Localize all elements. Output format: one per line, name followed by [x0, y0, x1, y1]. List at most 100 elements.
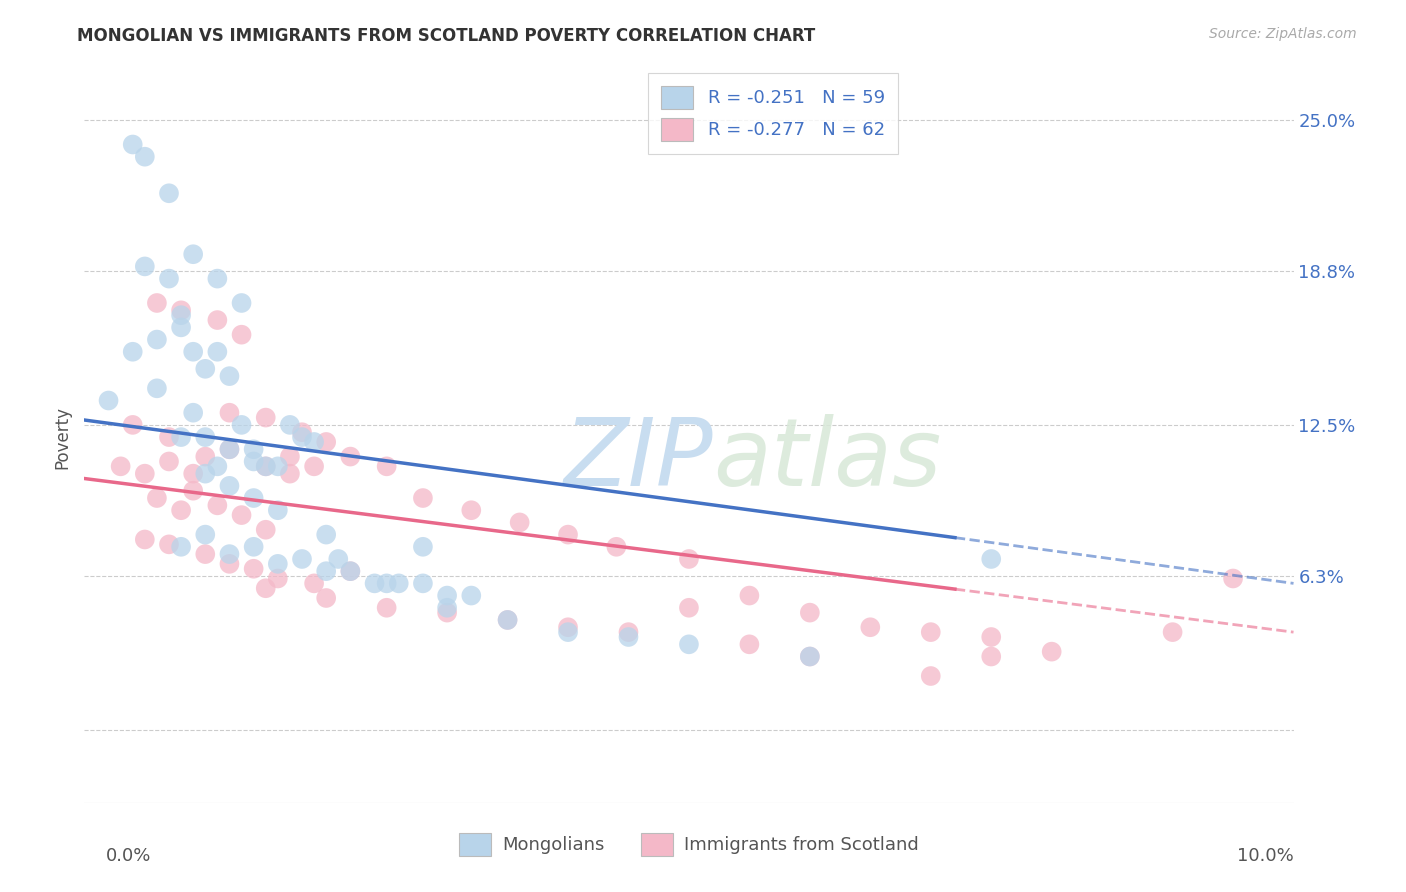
- Point: [170, 430, 193, 444]
- Point: [375, 459, 398, 474]
- Point: [231, 296, 253, 310]
- Point: [231, 327, 253, 342]
- Point: [557, 620, 579, 634]
- Point: [980, 649, 1002, 664]
- Point: [194, 527, 217, 541]
- Point: [980, 552, 1002, 566]
- Point: [412, 491, 434, 505]
- Point: [859, 620, 882, 634]
- Point: [678, 600, 700, 615]
- Text: 0.0%: 0.0%: [105, 847, 150, 865]
- Point: [134, 533, 156, 547]
- Point: [302, 434, 325, 449]
- Point: [110, 459, 132, 474]
- Point: [254, 459, 277, 474]
- Point: [460, 503, 482, 517]
- Point: [207, 499, 229, 513]
- Point: [557, 527, 579, 541]
- Point: [157, 454, 180, 468]
- Point: [170, 320, 193, 334]
- Point: [157, 430, 180, 444]
- Point: [278, 450, 301, 464]
- Point: [242, 562, 264, 576]
- Point: [181, 483, 204, 498]
- Point: [738, 589, 761, 603]
- Point: [496, 613, 519, 627]
- Point: [315, 527, 337, 541]
- Point: [242, 540, 264, 554]
- Point: [339, 564, 361, 578]
- Point: [1161, 625, 1184, 640]
- Point: [1222, 572, 1244, 586]
- Point: [146, 333, 169, 347]
- Point: [207, 459, 229, 474]
- Legend: Mongolians, Immigrants from Scotland: Mongolians, Immigrants from Scotland: [451, 826, 927, 863]
- Point: [302, 459, 325, 474]
- Point: [121, 137, 143, 152]
- Point: [920, 625, 942, 640]
- Text: Source: ZipAtlas.com: Source: ZipAtlas.com: [1209, 27, 1357, 41]
- Point: [436, 600, 458, 615]
- Point: [254, 410, 277, 425]
- Point: [194, 547, 217, 561]
- Point: [267, 572, 290, 586]
- Point: [231, 417, 253, 432]
- Point: [170, 308, 193, 322]
- Point: [315, 434, 337, 449]
- Point: [157, 186, 180, 201]
- Point: [436, 606, 458, 620]
- Point: [920, 669, 942, 683]
- Text: atlas: atlas: [713, 414, 942, 505]
- Point: [375, 600, 398, 615]
- Point: [267, 557, 290, 571]
- Point: [738, 637, 761, 651]
- Point: [146, 381, 169, 395]
- Point: [436, 589, 458, 603]
- Point: [278, 467, 301, 481]
- Point: [194, 450, 217, 464]
- Point: [181, 467, 204, 481]
- Point: [218, 442, 240, 457]
- Point: [157, 537, 180, 551]
- Point: [496, 613, 519, 627]
- Point: [218, 406, 240, 420]
- Point: [363, 576, 385, 591]
- Point: [194, 361, 217, 376]
- Point: [980, 630, 1002, 644]
- Point: [254, 581, 277, 595]
- Text: Poverty: Poverty: [53, 406, 72, 468]
- Point: [242, 442, 264, 457]
- Point: [242, 454, 264, 468]
- Point: [121, 344, 143, 359]
- Point: [254, 523, 277, 537]
- Point: [1040, 645, 1063, 659]
- Point: [799, 606, 821, 620]
- Point: [97, 393, 120, 408]
- Point: [181, 406, 204, 420]
- Point: [375, 576, 398, 591]
- Point: [302, 576, 325, 591]
- Point: [218, 557, 240, 571]
- Point: [291, 552, 314, 566]
- Point: [146, 491, 169, 505]
- Point: [134, 150, 156, 164]
- Point: [218, 547, 240, 561]
- Text: ZIP: ZIP: [564, 414, 713, 505]
- Point: [388, 576, 411, 591]
- Point: [412, 576, 434, 591]
- Point: [181, 247, 204, 261]
- Point: [134, 260, 156, 274]
- Point: [605, 540, 627, 554]
- Point: [170, 503, 193, 517]
- Point: [267, 503, 290, 517]
- Point: [194, 467, 217, 481]
- Point: [799, 649, 821, 664]
- Point: [339, 450, 361, 464]
- Point: [557, 625, 579, 640]
- Point: [231, 508, 253, 522]
- Point: [291, 425, 314, 440]
- Point: [509, 516, 531, 530]
- Point: [291, 430, 314, 444]
- Point: [678, 552, 700, 566]
- Point: [207, 271, 229, 285]
